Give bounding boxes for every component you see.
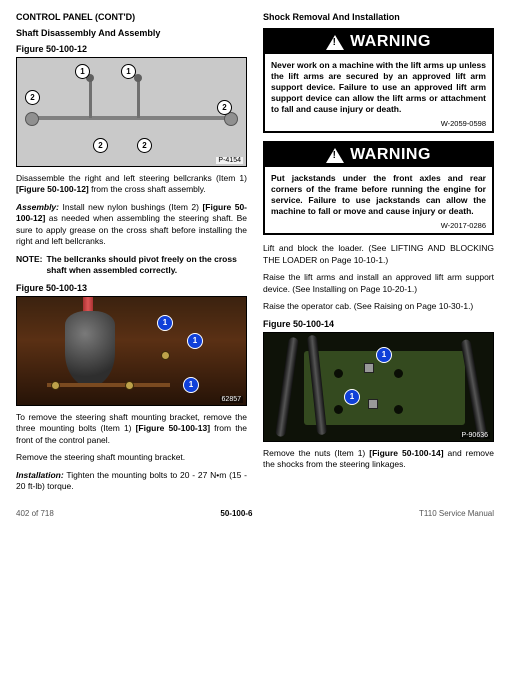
warning-code-2: W-2017-0286 <box>265 221 492 233</box>
warning-icon <box>326 35 344 50</box>
bracket-graphic <box>47 383 170 387</box>
note-block: NOTE: The bellcranks should pivot freely… <box>16 254 247 277</box>
callout-13b: 1 <box>187 333 203 349</box>
warning-body-1: Never work on a machine with the lift ar… <box>265 54 492 119</box>
callout-2b: 2 <box>93 138 108 153</box>
fig12-label: Figure 50-100-12 <box>16 44 247 54</box>
footer-right: T110 Service Manual <box>419 509 494 518</box>
left-p4: Remove the steering shaft mounting brack… <box>16 452 247 463</box>
figure-12: 1 1 2 2 2 2 P-4154 <box>16 57 247 167</box>
callout-14b: 1 <box>344 389 360 405</box>
rod-end-left <box>25 112 39 126</box>
callout-1b: 1 <box>121 64 136 79</box>
figure-14: 1 1 P-90636 <box>263 332 494 442</box>
warning-box-2: WARNING Put jackstands under the front a… <box>263 141 494 235</box>
warning-box-1: WARNING Never work on a machine with the… <box>263 28 494 133</box>
footer-left: 402 of 718 <box>16 509 54 518</box>
warning-body-2: Put jackstands under the front axles and… <box>265 167 492 221</box>
warning-head-1: WARNING <box>265 30 492 54</box>
fig12-tag: P-4154 <box>216 157 243 164</box>
left-subheading: Shaft Disassembly And Assembly <box>16 28 247 38</box>
right-header: Shock Removal And Installation <box>263 12 494 22</box>
callout-2d: 2 <box>217 100 232 115</box>
left-p5-wrap: Installation: Tighten the mounting bolts… <box>16 470 247 493</box>
warning-title-2: WARNING <box>350 146 431 164</box>
callout-14a: 1 <box>376 347 392 363</box>
figure-13: 1 1 1 62857 <box>16 296 247 406</box>
warning-head-2: WARNING <box>265 143 492 167</box>
note-label: NOTE: <box>16 254 42 277</box>
fig13-tag: 62857 <box>220 396 243 403</box>
assembly-label: Assembly: <box>16 202 59 212</box>
right-p1: Lift and block the loader. (See LIFTING … <box>263 243 494 266</box>
callout-2a: 2 <box>25 90 40 105</box>
right-p3: Raise the operator cab. (See Raising on … <box>263 301 494 312</box>
bellcrank-2 <box>137 80 140 118</box>
fig14-label: Figure 50-100-14 <box>263 319 494 329</box>
install-label: Installation: <box>16 470 64 480</box>
callout-13c: 1 <box>183 377 199 393</box>
right-p4: Remove the nuts (Item 1) [Figure 50-100-… <box>263 448 494 471</box>
callout-13a: 1 <box>157 315 173 331</box>
warning-icon <box>326 148 344 163</box>
left-p2-wrap: Assembly: Install new nylon bushings (It… <box>16 202 247 248</box>
page-footer: 402 of 718 50-100-6 T110 Service Manual <box>16 509 494 518</box>
right-p2: Raise the lift arms and install an appro… <box>263 272 494 295</box>
left-p3: To remove the steering shaft mounting br… <box>16 412 247 446</box>
callout-2c: 2 <box>137 138 152 153</box>
warning-code-1: W-2059-0598 <box>265 119 492 131</box>
boot-graphic <box>65 311 115 387</box>
left-header: CONTROL PANEL (CONT'D) <box>16 12 247 22</box>
fig14-tag: P-90636 <box>460 432 490 439</box>
bellcrank-1 <box>89 80 92 118</box>
warning-title-1: WARNING <box>350 33 431 51</box>
left-p1: Disassemble the right and left steering … <box>16 173 247 196</box>
callout-1a: 1 <box>75 64 90 79</box>
note-body: The bellcranks should pivot freely on th… <box>46 254 247 277</box>
shaft-graphic <box>35 116 228 120</box>
fig13-label: Figure 50-100-13 <box>16 283 247 293</box>
footer-mid: 50-100-6 <box>220 509 252 518</box>
